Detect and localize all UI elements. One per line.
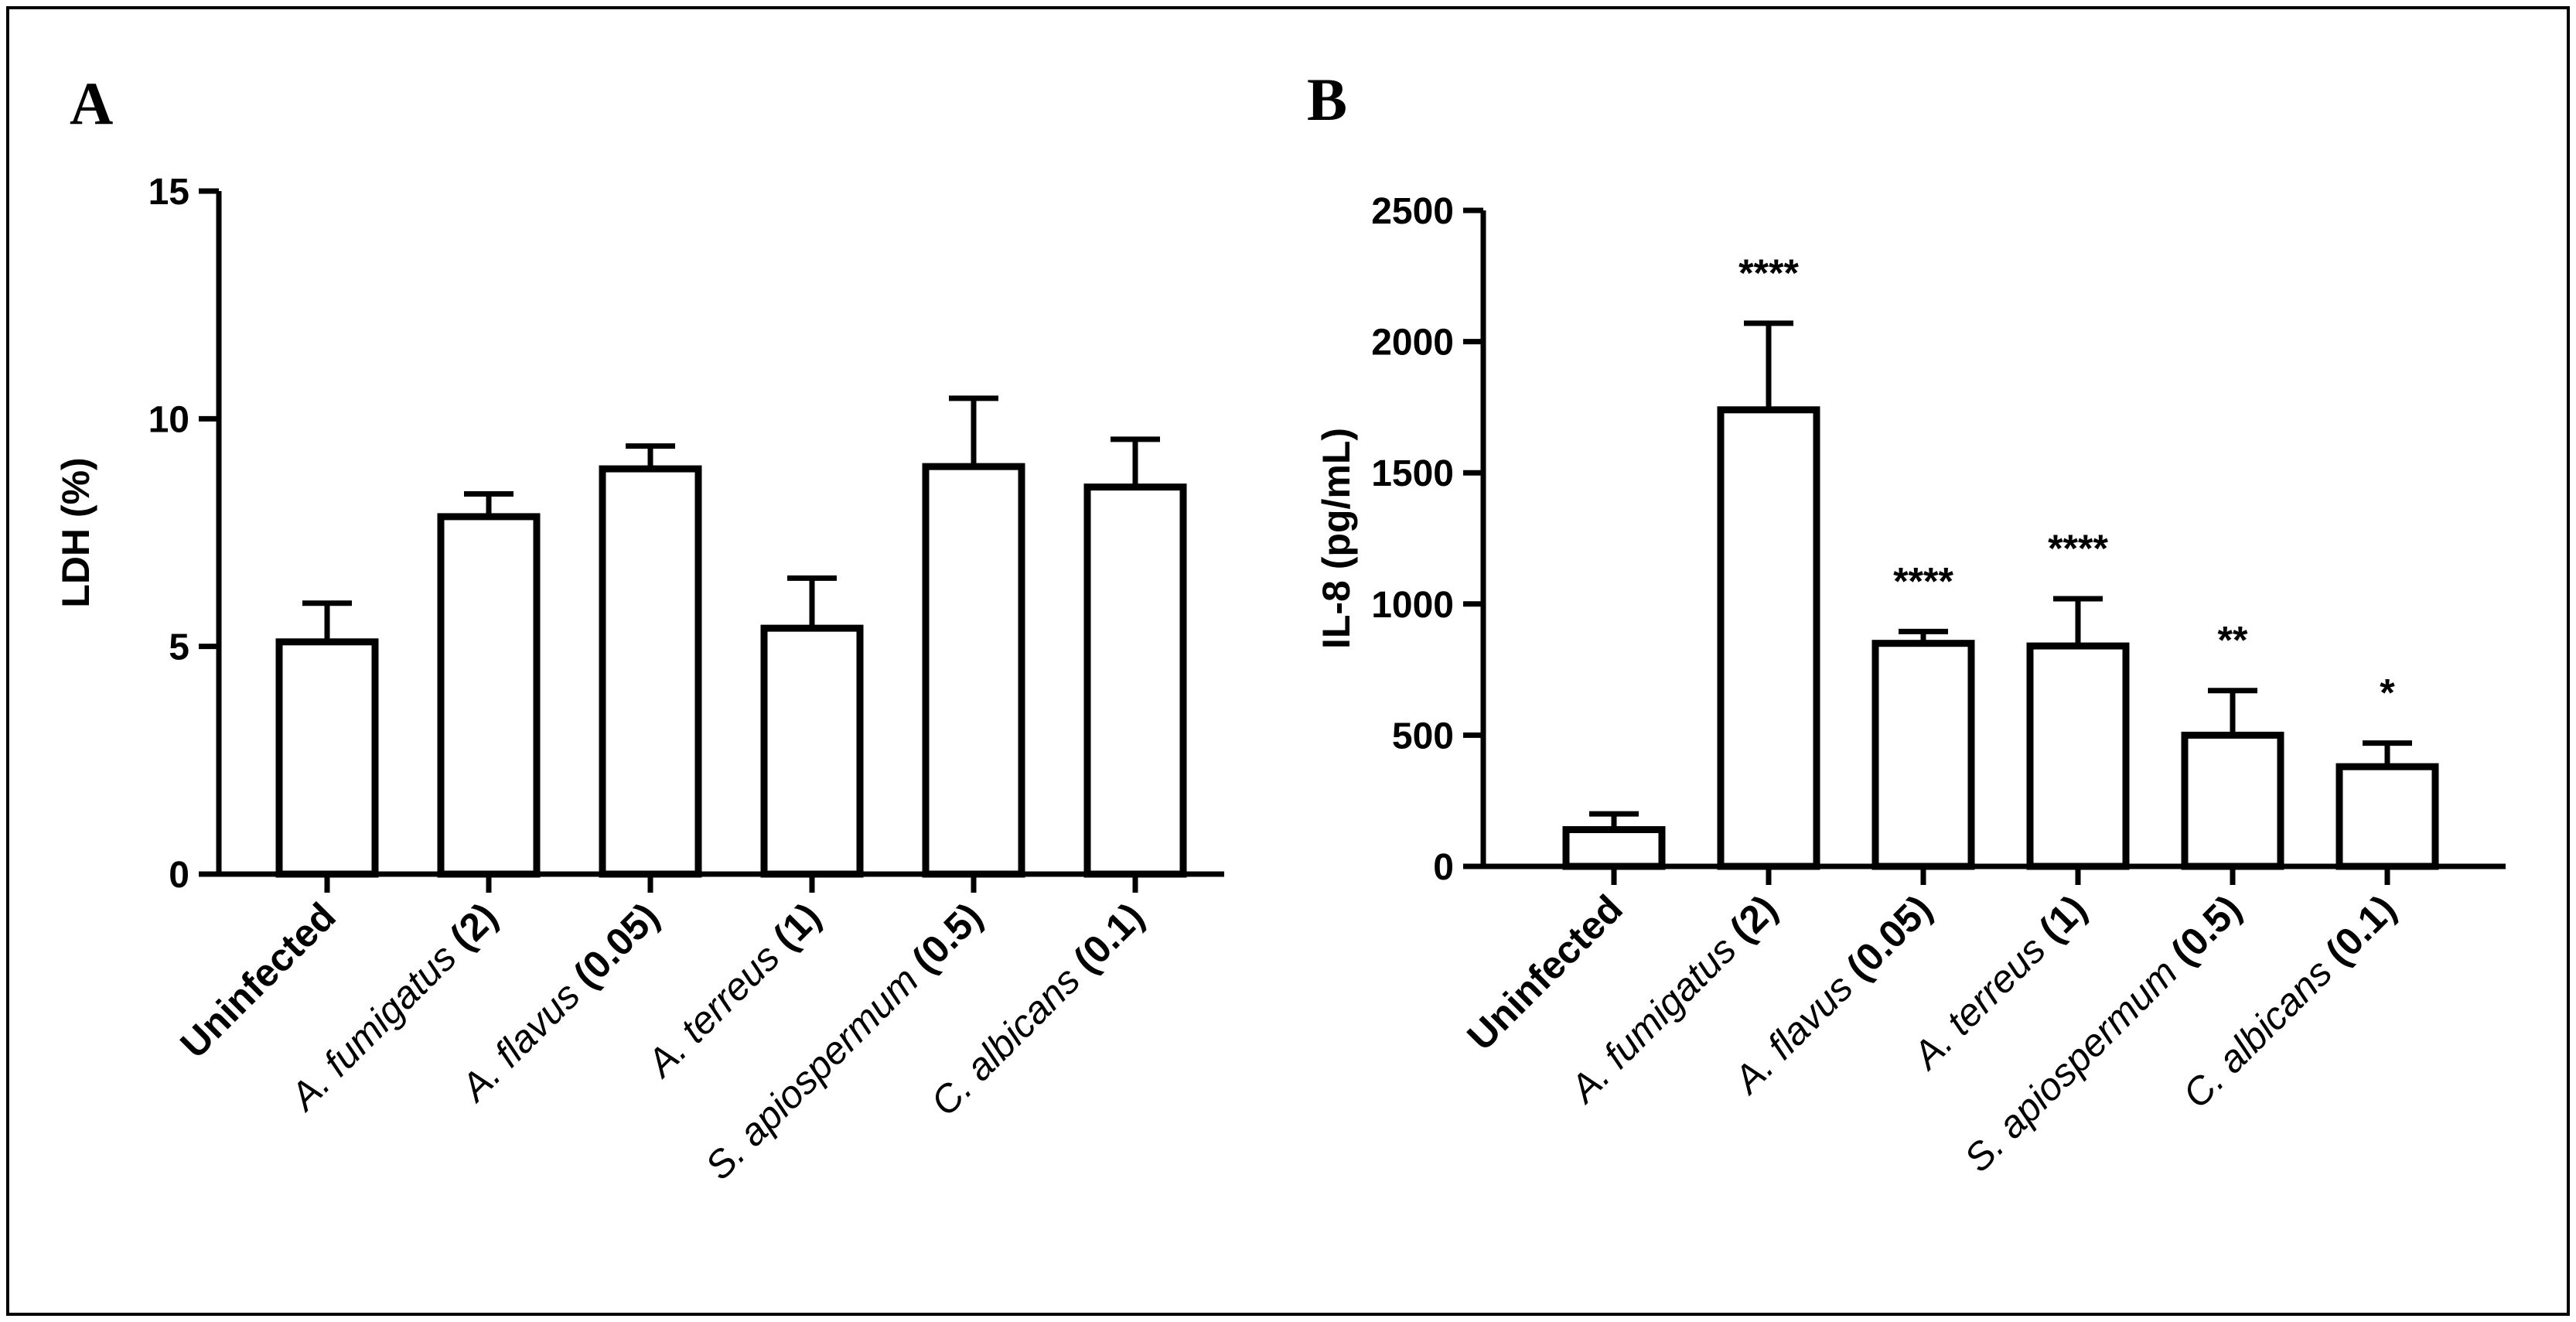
bar (437, 513, 541, 878)
y-tick-label: 2000 (1371, 323, 1454, 364)
y-tick-label: 1500 (1371, 453, 1454, 494)
significance-label: **** (1893, 559, 1953, 603)
y-axis-title: LDH (%) (54, 457, 97, 607)
y-axis-title: IL-8 (pg/mL) (1315, 428, 1358, 649)
significance-label: **** (2048, 527, 2108, 570)
bar (2026, 642, 2130, 870)
significance-label: * (2380, 671, 2395, 715)
panel-letter-b: B (1307, 66, 1347, 133)
bar (1562, 826, 1666, 870)
panel-letter-a: A (70, 70, 113, 137)
y-tick-label: 1000 (1371, 585, 1454, 626)
y-tick-label: 500 (1392, 716, 1454, 757)
figure-border (6, 6, 2570, 1316)
significance-label: ** (2218, 619, 2248, 662)
y-tick-label: 0 (169, 855, 189, 896)
bar (2335, 763, 2439, 870)
bar (599, 465, 702, 878)
y-tick-label: 10 (148, 399, 189, 440)
y-tick-label: 2500 (1371, 191, 1454, 232)
bar (1871, 640, 1975, 870)
significance-label: **** (1738, 251, 1799, 295)
bar (760, 624, 864, 878)
y-tick-label: 5 (169, 627, 189, 668)
bar (275, 638, 379, 878)
bar (1717, 406, 1820, 870)
y-tick-label: 0 (1433, 847, 1454, 888)
bar (922, 463, 1025, 878)
y-tick-label: 15 (148, 172, 189, 213)
bar (1083, 483, 1187, 878)
bar (2181, 731, 2284, 870)
